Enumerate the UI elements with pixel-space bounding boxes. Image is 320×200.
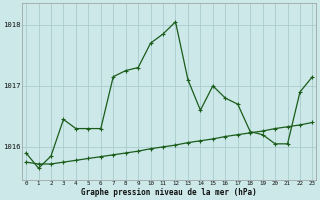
X-axis label: Graphe pression niveau de la mer (hPa): Graphe pression niveau de la mer (hPa)	[81, 188, 257, 197]
